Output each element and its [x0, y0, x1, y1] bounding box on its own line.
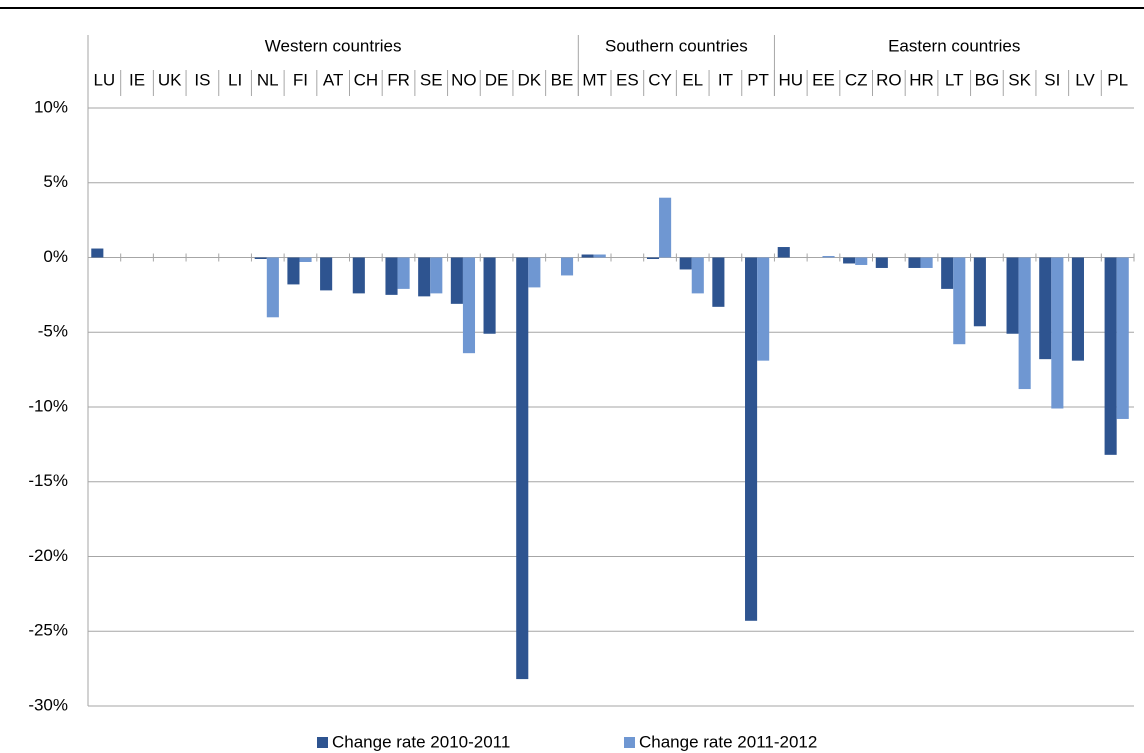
- x-tick-label: CZ: [845, 70, 868, 89]
- x-tick-label: CY: [648, 70, 672, 89]
- x-tick-label: NL: [257, 70, 279, 89]
- bar: [941, 257, 954, 289]
- bar: [646, 257, 660, 259]
- y-tick-label: -30%: [28, 695, 68, 714]
- bar: [679, 257, 692, 270]
- y-tick-label: 10%: [34, 97, 68, 116]
- x-tick-label: FR: [387, 70, 410, 89]
- bar: [745, 257, 758, 621]
- x-tick-label: RO: [876, 70, 902, 89]
- bar: [352, 257, 365, 294]
- bar: [1116, 257, 1129, 419]
- legend-label: Change rate 2010-2011: [332, 732, 510, 751]
- bar: [659, 197, 672, 258]
- x-tick-label: CH: [354, 70, 379, 89]
- x-tick-label: PL: [1107, 70, 1128, 89]
- x-tick-label: SK: [1008, 70, 1031, 89]
- bar: [581, 254, 594, 258]
- x-tick-label: LI: [228, 70, 242, 89]
- x-tick-label: MT: [582, 70, 607, 89]
- x-tick-label: BE: [551, 70, 574, 89]
- bar: [1006, 257, 1019, 334]
- x-tick-label: SE: [420, 70, 443, 89]
- bar: [320, 257, 333, 291]
- group-label: Southern countries: [605, 36, 748, 55]
- x-tick-label: NO: [451, 70, 477, 89]
- y-tick-label: -25%: [28, 621, 68, 640]
- bar: [528, 257, 541, 288]
- bar: [777, 247, 790, 258]
- bar: [254, 257, 267, 259]
- bar: [822, 256, 835, 258]
- x-tick-label: DK: [517, 70, 541, 89]
- bar: [385, 257, 398, 295]
- bar: [462, 257, 476, 354]
- x-tick-label: DE: [485, 70, 509, 89]
- bar: [973, 257, 986, 327]
- bar: [712, 257, 725, 307]
- bar: [1071, 257, 1084, 361]
- bar: [560, 257, 574, 276]
- bar: [299, 257, 312, 262]
- x-tick-label: LU: [93, 70, 115, 89]
- x-tick-label: LT: [945, 70, 964, 89]
- legend-swatch: [624, 737, 635, 748]
- x-tick-label: IT: [718, 70, 733, 89]
- bar: [287, 257, 300, 285]
- group-label: Eastern countries: [888, 36, 1020, 55]
- group-label: Western countries: [265, 36, 402, 55]
- x-tick-label: HU: [779, 70, 804, 89]
- bar: [430, 257, 443, 294]
- bar: [953, 257, 966, 345]
- bar: [691, 257, 704, 294]
- y-tick-label: -20%: [28, 546, 68, 565]
- x-tick-label: IE: [129, 70, 145, 89]
- x-tick-label: FI: [293, 70, 308, 89]
- bar: [875, 257, 888, 268]
- bar: [920, 257, 933, 268]
- bar: [1039, 257, 1052, 360]
- x-tick-label: AT: [323, 70, 343, 89]
- bar: [397, 257, 410, 289]
- x-tick-label: EE: [812, 70, 835, 89]
- bar: [908, 257, 921, 268]
- x-tick-label: ES: [616, 70, 639, 89]
- legend-label: Change rate 2011-2012: [639, 732, 817, 751]
- bar: [266, 257, 279, 318]
- bar: [1018, 257, 1031, 390]
- x-tick-label: LV: [1075, 70, 1095, 89]
- legend-swatch: [317, 737, 328, 748]
- bar: [450, 257, 463, 304]
- bar: [593, 254, 606, 258]
- x-tick-label: BG: [975, 70, 1000, 89]
- x-tick-label: EL: [682, 70, 703, 89]
- bar: [1104, 257, 1117, 455]
- bar: [843, 257, 856, 264]
- bar: [1051, 257, 1064, 409]
- x-tick-label: PT: [747, 70, 769, 89]
- bar: [516, 257, 529, 680]
- x-tick-label: SI: [1044, 70, 1060, 89]
- y-tick-label: -5%: [38, 322, 68, 341]
- bar: [757, 257, 770, 361]
- y-tick-label: -10%: [28, 396, 68, 415]
- y-tick-label: 5%: [43, 172, 68, 191]
- x-tick-label: IS: [194, 70, 210, 89]
- y-tick-label: 0%: [43, 247, 68, 266]
- x-tick-label: UK: [158, 70, 182, 89]
- bar: [91, 248, 104, 258]
- bar: [483, 257, 496, 334]
- x-tick-label: HR: [909, 70, 934, 89]
- y-tick-label: -15%: [28, 471, 68, 490]
- bar: [418, 257, 431, 297]
- bar: [855, 257, 868, 265]
